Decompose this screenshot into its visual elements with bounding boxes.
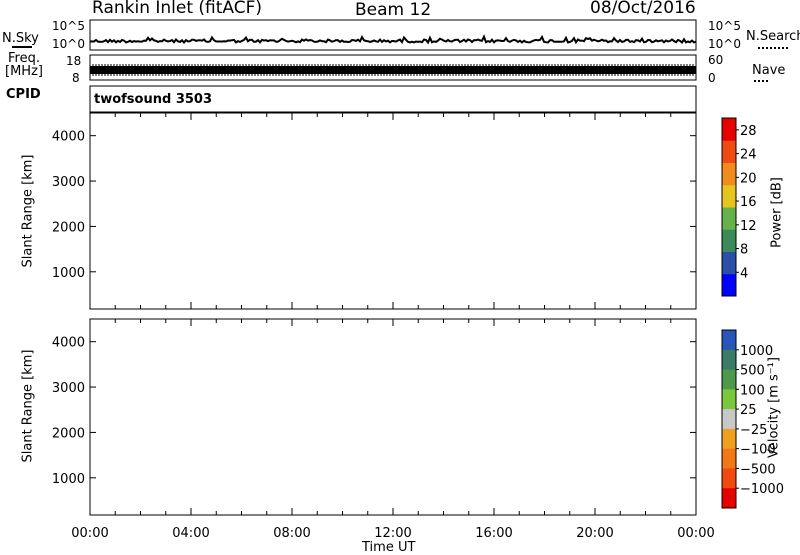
power-colorbar-swatch (722, 162, 736, 186)
noise-sky-trace (89, 34, 697, 45)
x-tick-label: 00:00 (71, 526, 108, 541)
freq-left-tick-top: 18 (66, 54, 82, 68)
velocity-panel-ytick-label: 3000 (52, 381, 85, 396)
x-tick-label: 04:00 (172, 526, 209, 541)
x-axis-label: Time UT (362, 540, 416, 555)
power-colorbar-swatch (722, 273, 736, 297)
power-colorbar-swatch (722, 118, 736, 141)
noise-left-tick-top: 10^5 (52, 19, 85, 33)
power-colorbar-swatch (722, 207, 736, 230)
power-panel-frame (89, 112, 697, 310)
cpid-value: twofsound 3503 (94, 92, 213, 107)
nave-label: Nave (752, 63, 786, 78)
power-panel-ytick-label: 4000 (52, 130, 85, 145)
power-colorbar-swatch (722, 140, 736, 163)
velocity-colorbar-frame (721, 329, 737, 509)
velocity-panel-ytick-label: 1000 (52, 472, 85, 487)
velocity-colorbar-tick-label: 100 (740, 383, 765, 398)
power-colorbar-tick-label: 16 (740, 195, 757, 210)
power-colorbar-tick-label: 20 (740, 171, 757, 186)
velocity-colorbar-swatch (722, 488, 736, 509)
velocity-colorbar-swatch (722, 349, 736, 371)
velocity-panel-ytick-label: 4000 (52, 336, 85, 351)
power-colorbar-tick-label: 24 (740, 148, 757, 163)
power-colorbar-frame (721, 117, 737, 297)
velocity-colorbar-swatch (722, 409, 736, 430)
beam-title: Beam 12 (355, 0, 432, 20)
freq-unit-label: [MHz] (5, 64, 43, 79)
cpid-label: CPID (6, 87, 41, 102)
x-tick-label: 20:00 (576, 526, 613, 541)
velocity-panel-frame (89, 318, 697, 516)
power-panel-ytick-label: 2000 (52, 220, 85, 235)
noise-search-label: N.Search (746, 29, 800, 44)
power-colorbar-swatch (722, 229, 736, 252)
x-tick-label: 16:00 (475, 526, 512, 541)
power-colorbar-swatch (722, 251, 736, 275)
velocity-colorbar-tick-label: −1000 (740, 482, 784, 497)
velocity-colorbar-tick-label: 1000 (740, 344, 773, 359)
velocity-colorbar-tick-label: 500 (740, 364, 765, 379)
velocity-colorbar-tick-label: 25 (740, 403, 757, 418)
velocity-colorbar-swatch (722, 448, 736, 469)
noise-search-dotted-icon (758, 47, 788, 49)
noise-panel-frame (89, 19, 697, 51)
noise-left-tick-bottom: 10^0 (52, 37, 85, 51)
freq-right-tick-top: 60 (708, 53, 724, 67)
freq-trace-ticks (89, 64, 697, 76)
x-tick-label: 08:00 (273, 526, 310, 541)
cpid-panel-frame (89, 85, 697, 113)
velocity-panel-ytick-label: 2000 (52, 426, 85, 441)
power-colorbar-tick-label: 12 (740, 219, 757, 234)
velocity-colorbar-swatch (722, 389, 736, 410)
noise-sky-label: N.Sky (2, 31, 39, 46)
noise-sky-line-icon (12, 46, 32, 48)
freq-label: Freq. (8, 51, 40, 66)
velocity-colorbar-swatch (722, 369, 736, 390)
power-colorbar-tick-label: 4 (740, 266, 748, 281)
velocity-colorbar-swatch (722, 468, 736, 489)
power-colorbar-swatch (722, 184, 736, 208)
velocity-colorbar-tick-label: −25 (740, 423, 767, 438)
freq-right-tick-bottom: 0 (708, 71, 716, 85)
noise-right-tick-top: 10^5 (708, 19, 741, 33)
nave-dotted-icon (754, 80, 768, 82)
power-panel-ytick-label: 1000 (52, 266, 85, 281)
velocity-colorbar-tick-label: −500 (740, 462, 776, 477)
date-title: 08/Oct/2016 (590, 0, 696, 18)
velocity-colorbar-swatch (722, 428, 736, 450)
velocity-colorbar-swatch (722, 330, 736, 351)
x-tick-label: 00:00 (677, 526, 714, 541)
noise-right-tick-bottom: 10^0 (708, 37, 741, 51)
power-colorbar-tick-label: 28 (740, 124, 757, 139)
power-panel-ytick-label: 3000 (52, 175, 85, 190)
station-title: Rankin Inlet (fitACF) (92, 0, 263, 18)
freq-left-tick-bottom: 8 (72, 71, 80, 85)
velocity-colorbar-tick-label: −100 (740, 443, 776, 458)
x-tick-label: 12:00 (374, 526, 411, 541)
power-colorbar-tick-label: 8 (740, 243, 748, 258)
